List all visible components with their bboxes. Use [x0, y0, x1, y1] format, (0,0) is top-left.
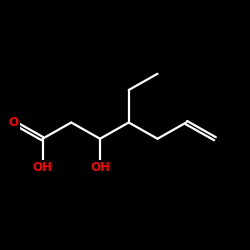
Text: OH: OH [90, 161, 110, 174]
Text: O: O [9, 116, 19, 129]
Text: OH: OH [32, 161, 52, 174]
